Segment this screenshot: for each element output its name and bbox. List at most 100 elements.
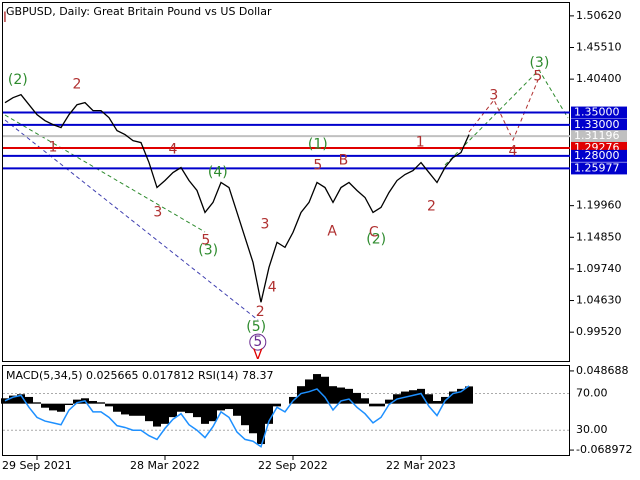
- macd-bar: [369, 403, 377, 407]
- wave-projections: [4, 69, 569, 321]
- macd-bar: [9, 395, 17, 404]
- y-tick-label: -0.068972: [576, 443, 632, 456]
- y-tick-label: 0.048688: [576, 364, 629, 377]
- macd-bar: [17, 394, 25, 404]
- wave-label: (3): [529, 55, 549, 71]
- macd-bar: [57, 403, 65, 412]
- wave-label: 2: [256, 304, 265, 320]
- wave-label: V: [253, 347, 263, 363]
- y-tick-label: 1.14850: [576, 230, 622, 243]
- macd-bar: [161, 403, 169, 424]
- wave-label: 5: [253, 334, 262, 350]
- wave-label: (4): [208, 165, 228, 181]
- macd-bar: [1, 398, 9, 404]
- wave-label: I: [3, 10, 7, 26]
- macd-bar: [129, 403, 137, 416]
- macd-bar: [65, 403, 73, 406]
- macd-bar: [449, 391, 457, 404]
- rsi-line: [4, 385, 470, 448]
- level-label-box: [571, 106, 627, 119]
- level-label-box: [571, 118, 627, 131]
- wave-label: 1: [49, 140, 58, 156]
- wave-label: 1: [416, 135, 425, 151]
- x-tick-label: 22 Sep 2022: [258, 459, 328, 472]
- wave-label: 4: [169, 142, 178, 158]
- wave-circle: [249, 333, 267, 351]
- macd-bar: [457, 388, 465, 404]
- macd-bar: [225, 403, 233, 410]
- wave-label: 3: [489, 88, 498, 104]
- y-tick-label: 1.40400: [576, 72, 622, 85]
- macd-bar: [265, 403, 273, 424]
- macd-bar: [257, 403, 265, 445]
- wave-label: (5): [246, 319, 266, 335]
- macd-bar: [233, 403, 241, 416]
- main-frame: [2, 2, 570, 362]
- wave-line: [4, 114, 206, 233]
- macd-bar: [25, 396, 33, 404]
- macd-bar: [377, 403, 385, 407]
- level-label-box: [571, 162, 627, 175]
- x-tick-label: 28 Mar 2022: [130, 459, 200, 472]
- macd-bar: [465, 386, 473, 404]
- macd-bar: [33, 402, 41, 404]
- macd-bar: [113, 403, 121, 412]
- macd-bar: [177, 403, 185, 412]
- macd-bar: [297, 386, 305, 404]
- macd-bar: [169, 403, 177, 418]
- macd-bar: [241, 403, 249, 426]
- macd-bar: [137, 403, 145, 416]
- macd-bar: [89, 400, 97, 404]
- level-label: 1.28000: [574, 149, 620, 162]
- macd-bar: [97, 402, 105, 404]
- macd-bar: [201, 403, 209, 424]
- macd-bar: [153, 403, 161, 427]
- macd-bar: [121, 403, 129, 415]
- channel-line: [4, 119, 259, 321]
- macd-bar: [385, 399, 393, 404]
- macd-bar: [49, 403, 57, 411]
- y-tick-label: 1.45510: [576, 41, 622, 54]
- level-label: 1.25977: [574, 161, 620, 174]
- indicator-frame: [2, 365, 570, 456]
- wave-label: 2: [73, 77, 82, 93]
- macd-bar: [209, 403, 217, 422]
- macd-bar: [353, 392, 361, 404]
- wave-label: 3: [153, 204, 162, 220]
- wave-label: (3): [198, 242, 218, 258]
- macd-bar: [409, 390, 417, 404]
- y2-tick-label: 70.00: [576, 387, 608, 400]
- level-label-box: [571, 149, 627, 162]
- macd-bar: [361, 398, 369, 404]
- x-tick-label: 22 Mar 2023: [386, 459, 456, 472]
- macd-bar: [417, 388, 425, 404]
- y-tick-label: 1.09740: [576, 262, 622, 275]
- macd-bar: [193, 403, 201, 418]
- wave-label: B: [339, 153, 349, 169]
- level-label-box: [571, 130, 627, 143]
- level-label: 1.35000: [574, 106, 620, 119]
- y2-tick-label: 30.00: [576, 423, 608, 436]
- macd-bar: [185, 403, 193, 414]
- x-tick-label: 29 Sep 2021: [2, 459, 72, 472]
- level-label: 1.31196: [574, 129, 620, 142]
- macd-bar: [433, 400, 441, 404]
- level-label: 1.33000: [574, 118, 620, 131]
- wave-label: (2): [366, 231, 386, 247]
- wave-label: A: [327, 223, 337, 239]
- wave-label: 5: [533, 69, 542, 85]
- y-tick-label: 1.19960: [576, 199, 622, 212]
- projection: [444, 69, 569, 166]
- macd-bar: [321, 376, 329, 404]
- y-tick-label: 0.99520: [576, 325, 622, 338]
- macd-bar: [217, 403, 225, 411]
- y-tick-label: 1.50620: [576, 9, 622, 22]
- macd-bar: [345, 388, 353, 404]
- macd-bar: [105, 403, 113, 407]
- wave-label: (1): [308, 137, 328, 153]
- price-line: [4, 93, 470, 303]
- wave-label: 4: [268, 279, 277, 295]
- macd-bar: [249, 403, 257, 434]
- macd-bar: [329, 386, 337, 404]
